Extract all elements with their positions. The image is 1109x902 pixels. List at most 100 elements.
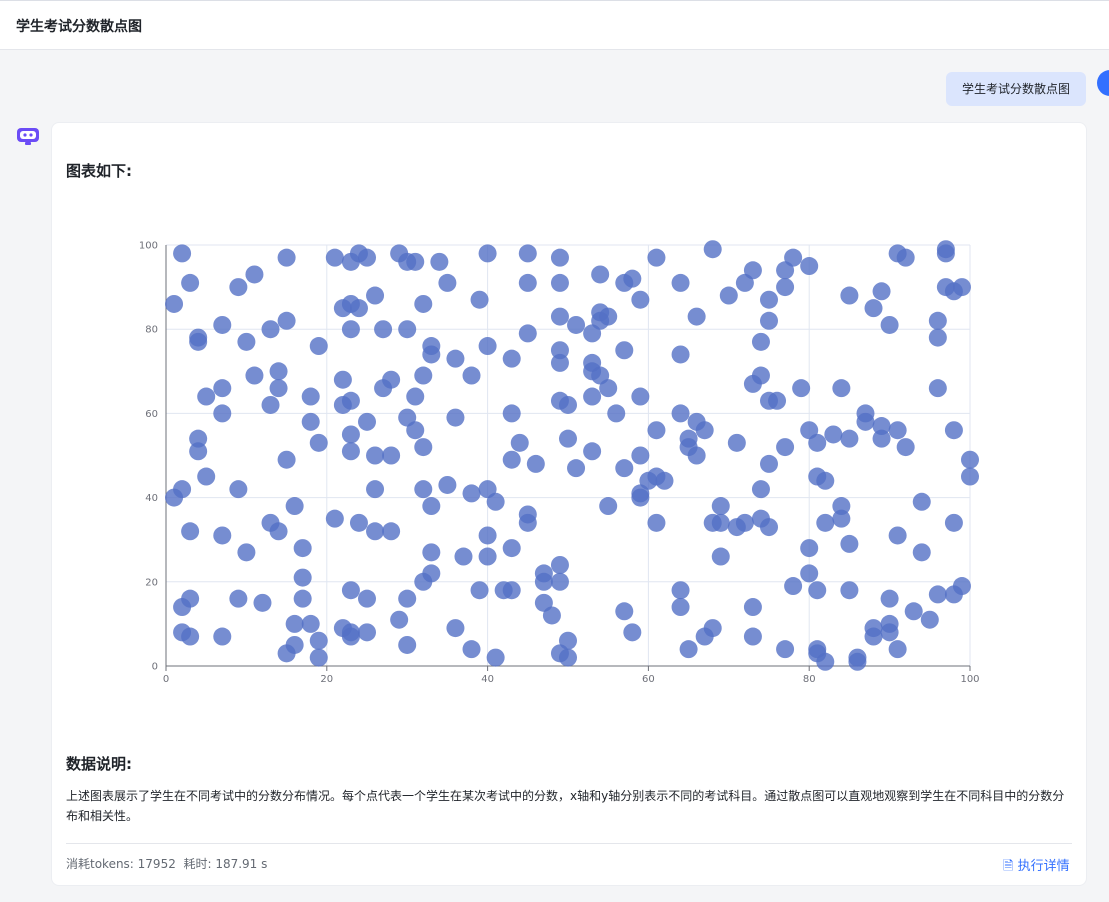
data-point [414,366,433,385]
data-point [647,513,666,532]
data-point [800,564,819,583]
data-point [808,581,827,600]
data-point [743,374,762,393]
data-point [366,446,385,465]
data-point [382,370,401,389]
data-point [229,480,248,499]
data-point [928,328,947,347]
data-point [880,315,899,334]
data-point [478,337,497,356]
data-point [341,320,360,339]
data-point [671,598,690,617]
data-point [213,526,232,545]
data-point [414,480,433,499]
data-point [687,307,706,326]
data-point [631,387,650,406]
data-point [422,543,441,562]
data-point [173,480,192,499]
data-point [406,252,425,271]
data-point [518,244,537,263]
data-point [406,387,425,406]
data-point [518,513,537,532]
x-tick-label: 100 [960,674,979,685]
data-point [550,353,569,372]
token-stats: 消耗tokens: 17952 耗时: 187.91 s [66,857,268,871]
data-point [623,623,642,642]
data-point [912,543,931,562]
data-point [567,315,586,334]
data-point [542,606,561,625]
data-point [422,497,441,516]
data-heading: 数据说明: [66,755,132,773]
data-point [719,286,738,305]
data-point [631,290,650,309]
data-point [832,497,851,516]
data-point [446,619,465,638]
y-tick-label: 40 [145,493,158,504]
data-point [502,404,521,423]
data-point [390,610,409,629]
data-point [695,627,714,646]
data-point [559,429,577,448]
data-point [229,589,248,608]
data-point [961,450,979,469]
data-point [776,278,795,297]
data-point [173,244,192,263]
data-point [599,379,618,398]
data-point [928,379,947,398]
data-point [583,387,602,406]
data-point [856,412,875,431]
data-point [655,471,674,490]
data-point [454,547,473,566]
data-point [647,421,666,440]
data-point [550,273,569,292]
data-point [301,412,320,431]
data-point [502,581,521,600]
data-point [952,278,971,297]
data-point [567,459,586,478]
data-point [309,337,328,356]
data-point [599,497,618,516]
data-point [776,438,795,457]
data-point [735,513,754,532]
data-point [237,543,256,562]
data-point [269,362,288,381]
data-point [944,421,963,440]
data-point [928,311,947,330]
data-point [583,324,602,343]
data-point [269,522,288,541]
data-point [197,467,216,486]
data-point [816,471,835,490]
data-point [784,577,803,596]
data-point [325,509,344,528]
data-point [768,391,787,410]
data-point [366,480,385,499]
data-point [559,631,577,650]
data-point [872,282,891,301]
data-point [727,433,746,452]
execution-details-label: 执行详情 [1017,859,1070,874]
execution-details-link[interactable]: 🗎 执行详情 [1003,855,1070,879]
user-message-bubble: 学生考试分数散点图 [946,72,1086,106]
data-point [341,425,360,444]
data-point [293,568,312,587]
data-point [824,425,843,444]
data-point [470,290,489,309]
data-point [550,248,569,267]
data-point [534,572,553,591]
data-point [751,480,770,499]
y-tick-label: 20 [145,577,158,588]
data-point [559,648,577,667]
data-point [358,589,376,608]
data-point [631,446,650,465]
data-point [398,320,417,339]
data-point [213,315,232,334]
data-point [398,589,417,608]
data-point [165,294,184,313]
data-point [189,442,208,461]
data-point [277,450,296,469]
data-point [333,370,352,389]
data-point [470,581,489,600]
data-point [880,589,899,608]
data-point [864,627,883,646]
